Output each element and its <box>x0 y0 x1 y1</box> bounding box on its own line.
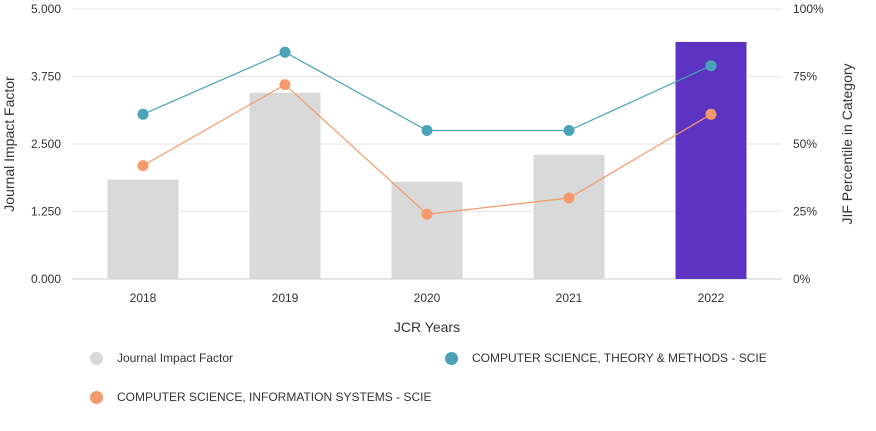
bar <box>107 179 179 279</box>
x-tick-label: 2020 <box>414 291 441 305</box>
bars-group <box>107 41 747 279</box>
x-axis-title: JCR Years <box>394 319 460 335</box>
y-tick-label: 2.500 <box>31 137 61 151</box>
series-point <box>705 60 717 72</box>
y-tick-label: 3.750 <box>31 70 61 84</box>
x-tick-label: 2018 <box>130 291 157 305</box>
bar <box>675 41 747 279</box>
legend-marker <box>90 351 103 365</box>
legend-marker <box>445 351 458 365</box>
legend-item-theory-methods[interactable]: COMPUTER SCIENCE, THEORY & METHODS - SCI… <box>445 351 767 365</box>
series-point <box>279 46 291 58</box>
y2-tick-label: 25% <box>793 205 817 219</box>
right-axis-ticks: 0% 25% 50% 75% 100% <box>793 2 824 286</box>
bar <box>533 154 605 279</box>
left-axis-ticks: 0.000 1.250 2.500 3.750 5.000 <box>31 2 61 286</box>
legend-label: COMPUTER SCIENCE, THEORY & METHODS - SCI… <box>472 351 767 365</box>
series-point <box>563 192 575 204</box>
series-point <box>421 208 433 220</box>
y2-tick-label: 0% <box>793 272 811 286</box>
series-point <box>705 108 717 120</box>
legend-marker <box>90 390 103 404</box>
x-tick-label: 2019 <box>272 291 299 305</box>
series-point <box>137 160 149 172</box>
legend-item-journal-impact-factor[interactable]: Journal Impact Factor <box>90 351 233 365</box>
y-tick-label: 1.250 <box>31 205 61 219</box>
legend-label: COMPUTER SCIENCE, INFORMATION SYSTEMS - … <box>117 390 432 404</box>
legend-item-information-systems[interactable]: COMPUTER SCIENCE, INFORMATION SYSTEMS - … <box>90 390 431 404</box>
x-tick-label: 2022 <box>698 291 725 305</box>
x-tick-label: 2021 <box>556 291 583 305</box>
y-tick-label: 0.000 <box>31 272 61 286</box>
series-point <box>137 108 149 120</box>
x-axis-ticks: 2018 2019 2020 2021 2022 <box>130 291 725 305</box>
y2-axis-title: JIF Percentile in Category <box>839 63 855 224</box>
legend-label: Journal Impact Factor <box>117 351 234 365</box>
y-tick-label: 5.000 <box>31 2 61 16</box>
bar <box>249 92 321 279</box>
bar <box>391 181 463 279</box>
series-line <box>142 51 712 132</box>
y2-tick-label: 100% <box>793 2 824 16</box>
lines-group <box>137 46 717 220</box>
y-axis-title: Journal Impact Factor <box>1 76 17 212</box>
y2-tick-label: 50% <box>793 137 817 151</box>
series-point <box>421 125 433 136</box>
gridlines <box>72 8 782 280</box>
series-point <box>279 79 291 91</box>
series-point <box>563 125 575 136</box>
y2-tick-label: 75% <box>793 70 817 84</box>
